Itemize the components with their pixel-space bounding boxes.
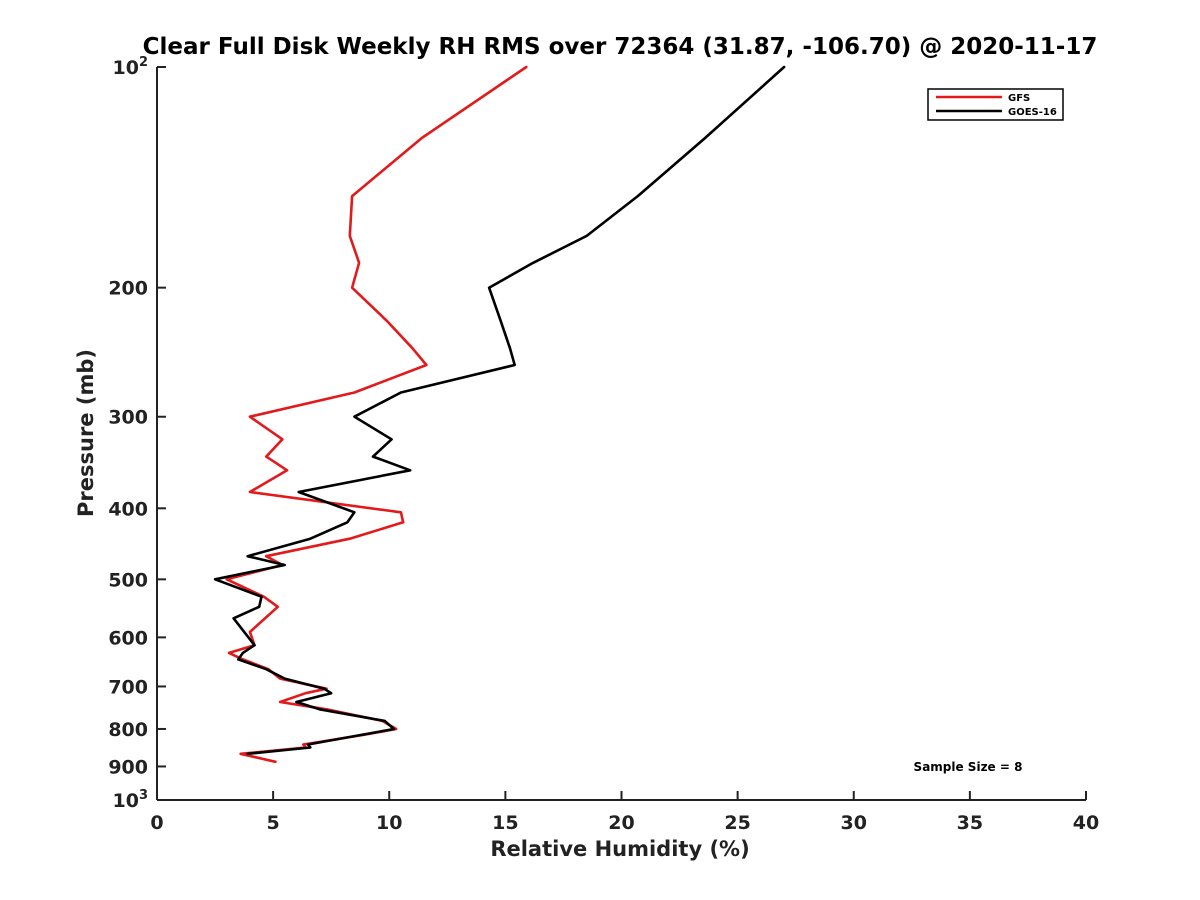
series-line-goes-16	[213, 65, 786, 756]
legend: GFS GOES-16	[927, 88, 1064, 121]
axes-layer: 0 5 10 15 20 25 30 35 40 102 200 300 400 500 600 700 800…	[108, 55, 1099, 834]
plot-background	[157, 67, 1086, 800]
legend-label-gfs: GFS	[1008, 93, 1030, 104]
y-axis-label: Pressure (mb)	[74, 349, 98, 517]
x-tick-label: 25	[724, 812, 750, 834]
y-tick-label: 102	[113, 55, 149, 79]
chart-title: Clear Full Disk Weekly RH RMS over 72364…	[143, 34, 1098, 60]
sample-size-annotation: Sample Size = 8	[914, 760, 1023, 774]
x-tick-label: 40	[1073, 812, 1099, 834]
y-tick-label: 300	[108, 407, 148, 429]
x-tick-label: 35	[957, 812, 983, 834]
y-tick-label: 900	[108, 756, 148, 778]
x-tick-label: 0	[150, 812, 163, 834]
x-tick-label: 20	[608, 812, 634, 834]
legend-box	[927, 88, 1064, 121]
x-tick-label: 30	[841, 812, 867, 834]
y-tick-label: 400	[108, 498, 148, 520]
x-tick-label: 5	[267, 812, 280, 834]
series-layer	[213, 65, 786, 764]
legend-label-goes-16: GOES-16	[1008, 107, 1057, 118]
plot-area	[157, 67, 1086, 800]
y-tick-label: 700	[108, 676, 148, 698]
y-tick-label: 103	[113, 788, 149, 812]
y-tick-label: 500	[108, 569, 148, 591]
y-tick-label: 200	[108, 278, 148, 300]
y-tick-label: 600	[108, 627, 148, 649]
x-axis-label: Relative Humidity (%)	[490, 837, 749, 861]
x-tick-label: 15	[492, 812, 518, 834]
y-tick-label: 800	[108, 719, 148, 741]
x-tick-label: 10	[376, 812, 402, 834]
